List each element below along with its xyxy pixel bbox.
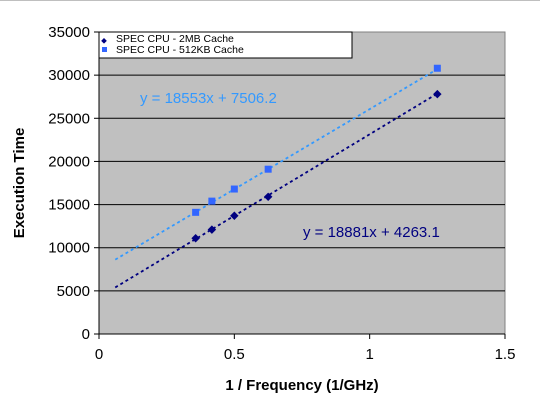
data-point-512kb [230, 185, 238, 193]
x-tick-label: 1 [365, 346, 373, 363]
y-tick-label: 0 [82, 326, 90, 343]
x-axis-title: 1 / Frequency (1/GHz) [225, 377, 378, 394]
data-point-512kb [433, 64, 441, 72]
data-point-512kb [208, 197, 216, 205]
gridlines [99, 74, 505, 292]
legend-square-marker [102, 47, 107, 52]
data-point-2mb [263, 192, 273, 202]
y-tick-label: 35000 [48, 24, 90, 41]
equation-2mb: y = 18881x + 4263.1 [303, 224, 440, 241]
data-point-512kb [192, 208, 200, 216]
y-tick-label: 30000 [48, 67, 90, 84]
y-tick-label: 25000 [48, 110, 90, 127]
trendlines [114, 68, 438, 289]
data-point-512kb [264, 165, 272, 173]
data-point-2mb [433, 89, 442, 99]
trendline-2mb [114, 92, 438, 289]
legend-label-512kb: SPEC CPU - 512KB Cache [116, 44, 244, 56]
y-tick-label: 15000 [48, 197, 90, 214]
y-axis-title: Execution Time [11, 128, 28, 239]
legend-box [98, 31, 353, 59]
y-tick-label: 10000 [48, 240, 90, 257]
x-tick-label: 0 [95, 346, 103, 363]
legend: SPEC CPU - 2MB Cache SPEC CPU - 512KB Ca… [98, 31, 353, 59]
y-tick-label: 5000 [57, 283, 90, 300]
top-border-line [0, 0, 540, 1]
equation-512kb: y = 18553x + 7506.2 [140, 90, 277, 107]
legend-label-2mb: SPEC CPU - 2MB Cache [116, 33, 234, 45]
x-tick-label: 1.5 [495, 346, 516, 363]
axis-ticks: 0 5000 10000 15000 20000 25000 30000 35000 0 0.5 1… [48, 24, 515, 363]
plot-area [98, 31, 506, 335]
trendline-512kb [114, 68, 438, 261]
y-tick-label: 20000 [48, 153, 90, 170]
x-tick-label: 0.5 [224, 346, 245, 363]
